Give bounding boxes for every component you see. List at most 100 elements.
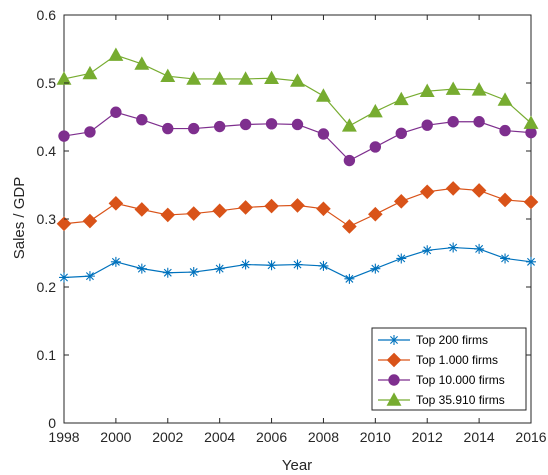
data-point-top-200-firms [162,267,173,278]
data-point-top-10-000-firms [369,141,382,153]
data-point-top-200-firms [448,242,459,253]
data-point-top-35-910-firms [82,65,98,80]
x-axis: 1998 2000 2002 2004 2006 2008 2010 2012 2014 2016 [48,15,547,445]
data-point-top-1-000-firms [290,198,305,213]
data-point-top-200-firms [266,260,277,271]
x-tick-label: 2006 [256,429,287,445]
data-point-top-200-firms [344,273,355,284]
data-point-top-200-firms [240,259,251,270]
data-point-top-35-910-firms [56,71,72,85]
data-point-top-1-000-firms [186,206,202,221]
legend-box [371,327,527,411]
data-point-top-1-000-firms [108,196,124,211]
data-point-top-200-firms [110,256,121,267]
data-point-top-1-000-firms [82,213,98,229]
legend-label-top-35-910-firms: Top 35.910 firms [416,393,505,407]
data-point-top-10-000-firms [84,126,96,138]
data-point-top-200-firms [292,259,303,270]
data-point-top-1-000-firms [523,194,539,210]
data-point-top-10-000-firms [58,130,70,142]
data-point-top-200-firms [500,253,511,264]
data-point-top-1-000-firms [56,216,72,232]
data-point-top-10-000-firms [447,116,459,128]
data-point-top-35-910-firms [471,82,487,96]
data-point-top-1-000-firms [393,194,409,209]
data-point-top-1-000-firms [316,201,331,217]
data-point-top-200-firms [59,272,69,283]
data-point-top-1-000-firms [264,198,279,214]
data-point-top-1-000-firms [445,181,461,196]
data-point-top-200-firms [370,263,381,274]
data-point-top-200-firms [396,253,407,264]
data-point-top-200-firms [136,263,147,274]
data-point-top-10-000-firms [421,119,433,131]
data-point-top-35-910-firms [315,88,331,102]
data-point-top-1-000-firms [160,207,176,223]
data-point-top-1-000-firms [212,203,227,219]
data-point-top-1-000-firms [134,202,150,217]
data-point-top-10-000-firms [110,106,122,118]
data-point-top-35-910-firms [290,73,305,87]
data-point-top-10-000-firms [291,118,304,131]
data-point-top-35-910-firms [393,91,409,106]
data-point-top-200-firms [318,260,329,271]
data-point-top-200-firms [526,256,536,267]
data-point-top-10-000-firms [188,122,200,135]
data-point-top-1-000-firms [419,184,435,200]
y-tick-label: 0 [48,415,56,431]
data-point-top-1-000-firms [238,200,253,215]
data-point-top-35-910-firms [238,71,254,85]
x-tick-label: 2014 [464,429,495,445]
data-point-top-35-910-firms [367,103,383,118]
data-point-top-35-910-firms [523,115,539,129]
legend-marker-top-35-910-firms [386,392,402,406]
x-tick-label: 2004 [204,429,235,445]
data-point-top-200-firms [84,271,95,282]
data-point-top-200-firms [188,267,199,278]
data-point-top-10-000-firms [499,124,511,137]
data-point-top-1-000-firms [342,219,357,234]
data-point-top-35-910-firms [108,47,124,61]
legend-label-top-10-000-firms: Top 10.000 firms [416,373,505,387]
data-point-top-35-910-firms [212,71,228,85]
y-tick-label: 0.2 [37,279,57,295]
legend-label-top-200-firms: Top 200 firms [416,333,488,347]
data-point-top-10-000-firms [136,114,148,126]
data-point-top-10-000-firms [395,127,407,140]
data-point-top-200-firms [422,245,433,256]
data-point-top-35-910-firms [497,92,513,106]
y-tick-label: 0.4 [37,143,57,159]
x-tick-label: 2010 [360,429,391,445]
y-tick-label: 0.5 [37,75,57,91]
data-point-top-35-910-firms [186,71,202,85]
x-tick-label: 2012 [412,429,443,445]
data-point-top-10-000-firms [343,154,356,167]
data-point-top-10-000-firms [213,120,226,133]
data-point-top-35-910-firms [341,118,357,132]
data-point-top-10-000-firms [473,116,485,128]
data-point-top-10-000-firms [265,118,278,130]
x-axis-title: Year [282,457,312,474]
data-point-top-10-000-firms [525,126,537,139]
legend-label-top-1-000-firms: Top 1.000 firms [416,353,498,367]
data-point-top-1-000-firms [368,206,383,222]
x-tick-label: 2000 [100,429,131,445]
y-axis-title: Sales / GDP [11,177,28,260]
y-axis: 0 0.1 0.2 0.3 0.4 0.5 0.6 [37,7,531,431]
legend-marker-top-200-firms [389,335,399,345]
data-point-top-35-910-firms [160,68,176,82]
data-point-top-200-firms [474,243,485,254]
data-point-top-35-910-firms [264,70,280,85]
data-point-top-1-000-firms [471,183,487,198]
data-point-top-10-000-firms [162,122,174,135]
legend: Top 200 firms Top 1.000 firms Top 10.000 f… [371,327,527,411]
data-point-top-35-910-firms [445,81,461,95]
data-point-top-10-000-firms [317,128,330,140]
plot-area [56,14,539,424]
data-point-top-10-000-firms [239,118,252,131]
data-point-top-1-000-firms [497,192,513,208]
x-tick-label: 2002 [152,429,183,445]
y-tick-label: 0.6 [37,7,57,23]
